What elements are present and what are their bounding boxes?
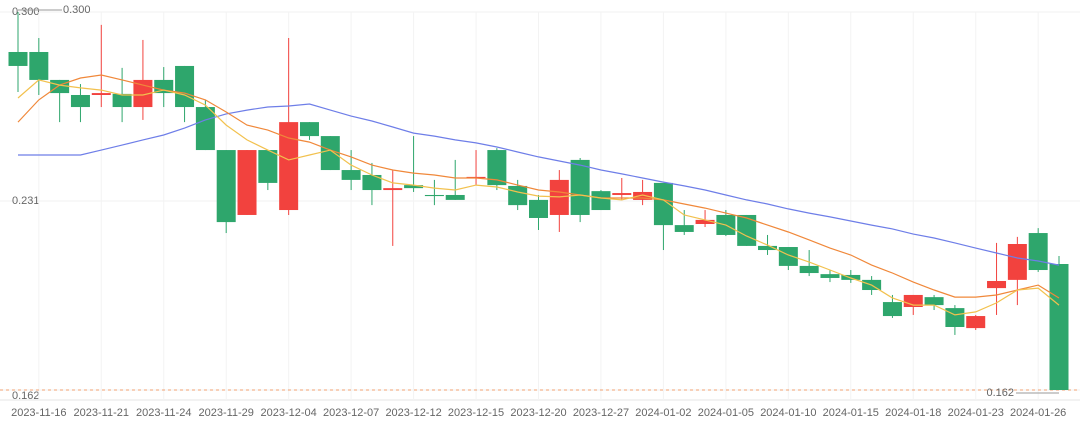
candle-body <box>195 107 215 151</box>
candle-body <box>154 79 174 94</box>
x-tick-label: 2023-11-16 <box>11 407 66 419</box>
candle-body <box>404 185 424 189</box>
ma-line <box>17 79 1060 316</box>
candle-body <box>612 193 632 195</box>
candle-body <box>820 274 840 278</box>
y-tick-label: 0.231 <box>12 195 40 207</box>
candle-body <box>737 214 757 246</box>
min-marker-label: 0.162 <box>986 387 1014 399</box>
candle-body <box>445 194 465 200</box>
candle-body <box>258 150 278 183</box>
candle-body <box>320 136 340 171</box>
candle-body <box>487 150 507 186</box>
candle-body <box>175 65 195 108</box>
candle-body <box>299 122 319 137</box>
candle-body <box>758 245 778 251</box>
candle-body <box>8 51 28 66</box>
candle-body <box>91 93 111 95</box>
candle-body <box>383 188 403 191</box>
candle-body <box>237 150 257 215</box>
ma-line <box>18 103 1060 266</box>
x-tick-label: 2023-11-29 <box>198 407 253 419</box>
candle-body <box>362 174 382 191</box>
x-tick-label: 2024-01-02 <box>635 407 691 419</box>
candle-body <box>1049 264 1069 390</box>
y-tick-label: 0.300 <box>12 6 40 18</box>
candle-body <box>924 297 944 306</box>
candle-body <box>987 280 1007 289</box>
x-tick-label: 2023-12-20 <box>510 407 566 419</box>
candle-body <box>674 225 694 232</box>
candle-body <box>591 191 611 211</box>
x-tick-label: 2023-12-07 <box>323 407 379 419</box>
candle-body <box>29 51 49 80</box>
x-tick-label: 2024-01-05 <box>698 407 754 419</box>
candle-body <box>341 170 361 180</box>
candle-body <box>279 122 299 211</box>
candle-body <box>1028 233 1048 271</box>
x-tick-label: 2023-12-12 <box>385 407 441 419</box>
x-tick-label: 2023-11-21 <box>74 407 129 419</box>
x-tick-label: 2024-01-23 <box>948 407 1004 419</box>
candle-body <box>653 182 673 226</box>
candle-body <box>633 191 653 200</box>
candle-body <box>529 199 548 218</box>
x-tick-label: 2024-01-18 <box>885 407 941 419</box>
candle-body <box>695 219 715 225</box>
x-tick-label: 2023-11-24 <box>136 407 191 419</box>
candle-body <box>424 194 444 197</box>
ma-line <box>17 74 1060 299</box>
candle-body <box>1007 244 1027 280</box>
x-tick-label: 2024-01-15 <box>823 407 879 419</box>
candle-body <box>112 93 132 108</box>
x-tick-label: 2024-01-26 <box>1010 407 1066 419</box>
y-tick-label: 0.162 <box>12 390 40 402</box>
candle-body <box>508 185 528 206</box>
candle-body <box>882 302 902 317</box>
x-tick-label: 2023-12-27 <box>573 407 629 419</box>
candle-body <box>778 247 798 266</box>
candle-body <box>216 150 236 223</box>
x-tick-label: 2023-12-04 <box>261 407 317 419</box>
candle-body <box>945 308 965 327</box>
x-tick-label: 2024-01-10 <box>760 407 816 419</box>
candle-body <box>70 94 90 108</box>
candle-body <box>570 159 590 215</box>
max-marker-label: 0.300 <box>63 4 91 16</box>
candle-body <box>799 265 819 274</box>
candle-body <box>966 316 986 329</box>
x-tick-label: 2023-12-15 <box>448 407 504 419</box>
